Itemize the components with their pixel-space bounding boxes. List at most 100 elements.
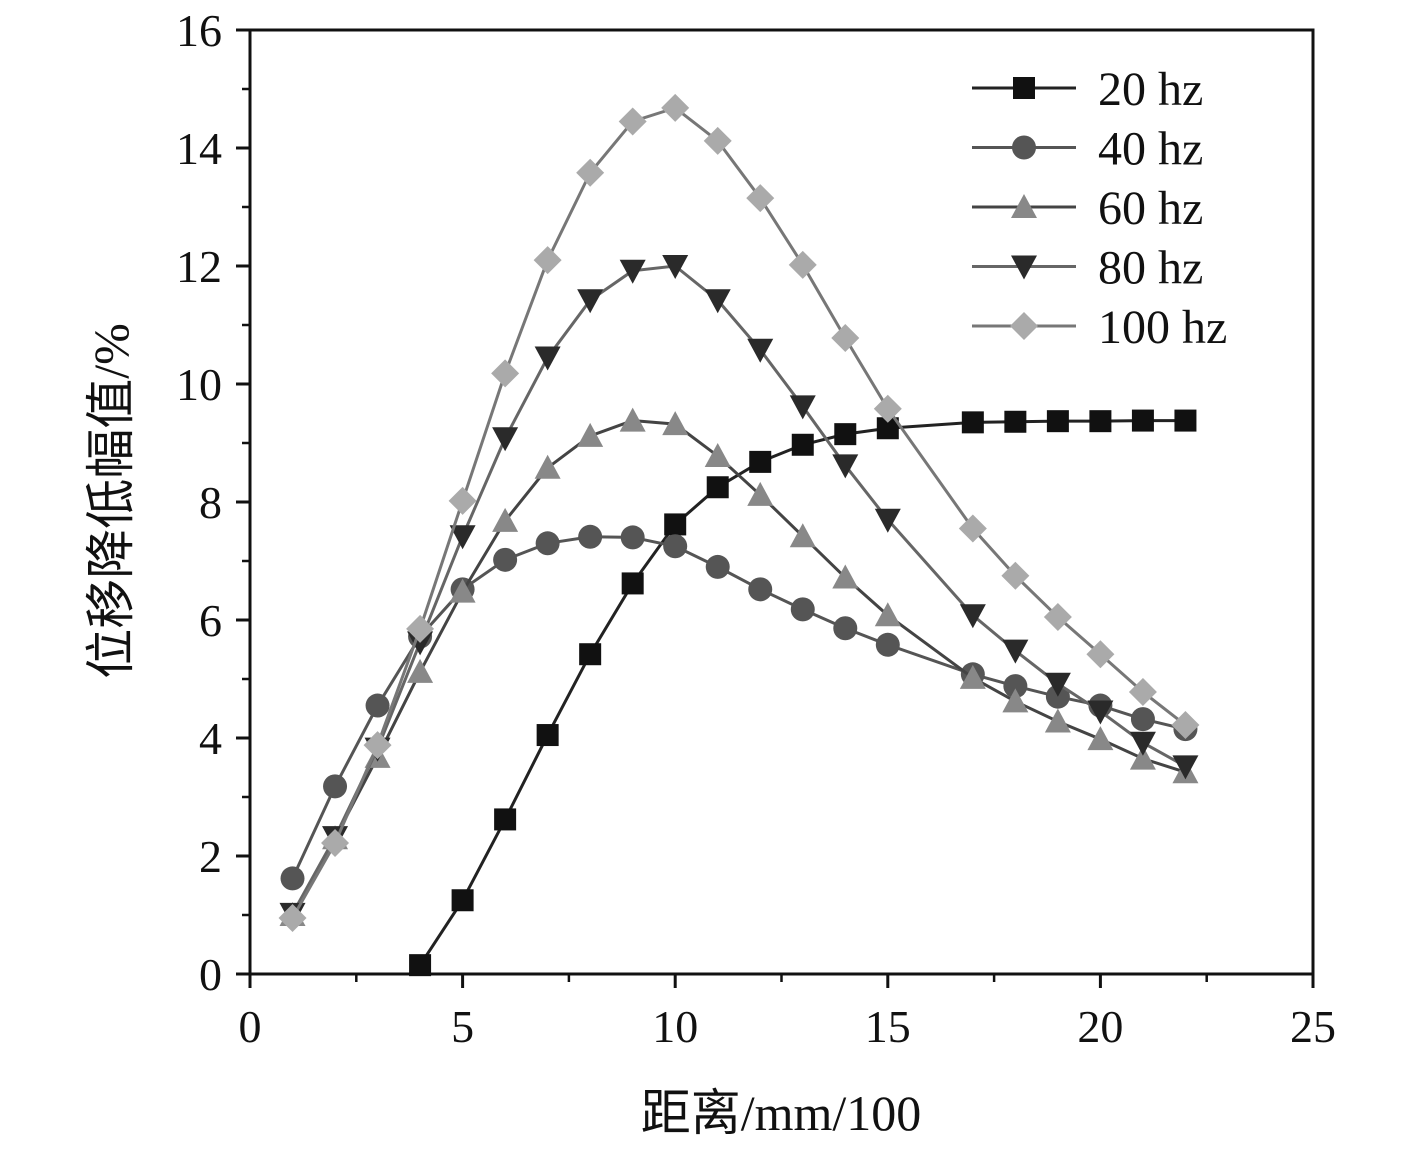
data-point-20-hz (1131, 409, 1154, 432)
data-point-100-hz (746, 184, 775, 213)
x-axis-title: 距离/mm/100 (641, 1085, 922, 1141)
legend-marker-80-hz (1011, 255, 1037, 280)
data-point-100-hz (576, 158, 605, 187)
legend-label-100-hz: 100 hz (1098, 301, 1227, 354)
data-point-40-hz (535, 531, 560, 556)
data-point-20-hz (749, 450, 772, 473)
data-point-100-hz (448, 486, 477, 515)
data-point-100-hz (1086, 640, 1115, 669)
y-tick-label-4: 4 (199, 713, 222, 764)
data-point-60-hz (492, 507, 519, 532)
series-line-80-hz (291, 264, 1187, 915)
data-point-40-hz (493, 547, 518, 572)
data-point-60-hz (407, 658, 434, 683)
legend-label-20-hz: 20 hz (1098, 63, 1203, 116)
data-point-60-hz (1129, 745, 1156, 770)
y-tick-label-0: 0 (199, 949, 222, 1000)
series-80-hz (279, 255, 1199, 927)
data-point-20-hz (664, 513, 687, 536)
series-line-100-hz (291, 106, 1187, 919)
data-point-60-hz (789, 523, 816, 548)
series-20-hz (409, 409, 1197, 977)
data-point-40-hz (790, 597, 815, 622)
data-point-40-hz (705, 554, 730, 579)
data-point-80-hz (449, 525, 476, 550)
x-tick-label-25: 25 (1290, 1001, 1336, 1052)
data-point-40-hz (1003, 674, 1028, 699)
data-point-20-hz (1089, 410, 1112, 433)
data-point-20-hz (791, 433, 814, 456)
data-point-80-hz (1172, 755, 1199, 780)
x-tick-label-5: 5 (451, 1001, 474, 1052)
data-point-20-hz (706, 476, 729, 499)
x-tick-label-20: 20 (1077, 1001, 1123, 1052)
data-point-40-hz (280, 866, 305, 891)
data-point-100-hz (1128, 677, 1157, 706)
data-point-60-hz (959, 664, 986, 689)
legend-marker-100-hz (1010, 312, 1038, 340)
data-point-40-hz (875, 632, 900, 657)
data-point-20-hz (1174, 409, 1197, 432)
series-line-40-hz (291, 535, 1186, 880)
data-point-100-hz (321, 829, 350, 858)
data-point-40-hz (1130, 707, 1155, 732)
data-point-100-hz (363, 731, 392, 760)
data-point-80-hz (959, 604, 986, 629)
data-point-80-hz (534, 346, 561, 371)
legend-marker-20-hz (1013, 77, 1035, 99)
series-100-hz (278, 93, 1200, 932)
data-point-80-hz (704, 289, 731, 314)
legend-marker-40-hz (1012, 135, 1036, 160)
data-point-60-hz (577, 422, 604, 447)
x-tick-label-0: 0 (239, 1001, 262, 1052)
legend-item-60-hz: 60 hz (972, 182, 1203, 235)
data-point-40-hz (833, 616, 858, 641)
legend: 20 hz 40 hz 60 hz 80 hz 100 hz (972, 63, 1227, 354)
data-point-100-hz (661, 93, 690, 122)
data-point-100-hz (618, 107, 647, 136)
legend-label-40-hz: 40 hz (1098, 123, 1203, 176)
data-point-60-hz (662, 411, 689, 436)
x-tick-label-15: 15 (865, 1001, 911, 1052)
y-axis-title: 位移降低幅值/% (83, 323, 139, 679)
series-40-hz (280, 524, 1198, 891)
y-tick-label-8: 8 (199, 477, 222, 528)
data-point-60-hz (449, 578, 476, 603)
y-tick-label-12: 12 (176, 241, 222, 292)
data-point-40-hz (748, 577, 773, 602)
data-point-100-hz (788, 250, 817, 279)
data-point-20-hz (579, 643, 602, 666)
data-point-100-hz (1171, 711, 1200, 740)
data-point-40-hz (578, 524, 603, 549)
data-point-80-hz (874, 508, 901, 533)
data-point-60-hz (619, 407, 646, 432)
data-point-80-hz (789, 395, 816, 420)
data-point-60-hz (832, 564, 859, 589)
data-point-20-hz (494, 808, 517, 831)
data-point-20-hz (451, 889, 474, 912)
data-point-20-hz (536, 724, 559, 747)
data-point-20-hz (409, 954, 432, 977)
data-point-100-hz (1001, 561, 1030, 590)
data-point-20-hz (621, 572, 644, 595)
data-point-80-hz (1087, 700, 1114, 725)
data-point-100-hz (406, 614, 435, 643)
series-line-60-hz (291, 419, 1186, 916)
data-point-80-hz (407, 631, 434, 656)
legend-item-80-hz: 80 hz (972, 242, 1203, 295)
data-point-100-hz (703, 126, 732, 155)
y-tick-label-6: 6 (199, 595, 222, 646)
series-60-hz (279, 407, 1199, 926)
legend-marker-60-hz (1011, 194, 1037, 218)
data-point-100-hz (1043, 603, 1072, 632)
data-point-60-hz (1002, 688, 1029, 713)
data-point-20-hz (834, 423, 857, 446)
data-point-80-hz (492, 427, 519, 452)
data-point-100-hz (278, 903, 307, 932)
data-point-20-hz (1046, 410, 1069, 433)
y-tick-label-14: 14 (176, 123, 222, 174)
data-point-60-hz (1044, 708, 1071, 733)
legend-label-80-hz: 80 hz (1098, 242, 1203, 295)
data-point-20-hz (961, 411, 984, 434)
data-point-40-hz (663, 534, 688, 559)
